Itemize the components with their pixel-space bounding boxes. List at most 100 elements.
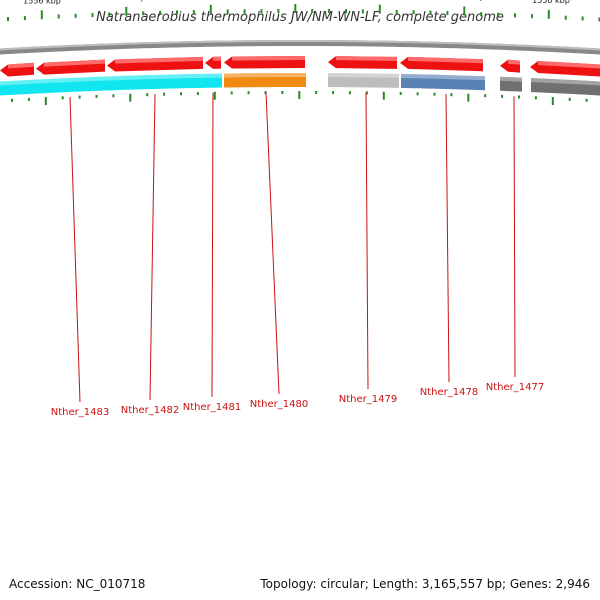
scale-tick (497, 12, 500, 17)
scale-tick (129, 93, 132, 102)
gene-leader-line (149, 93, 156, 401)
feature-bar-highlight (531, 78, 600, 86)
scale-tick (365, 91, 368, 95)
scale-tick (27, 97, 30, 101)
scale-tick (230, 91, 233, 95)
gene-label[interactable]: Nther_1479 (339, 394, 397, 405)
gene-leader-line (265, 92, 280, 395)
scale-tick (44, 97, 47, 106)
scale-tick (429, 10, 432, 15)
scale-tick (112, 94, 115, 98)
scale-tick (298, 91, 301, 99)
gene-leader-line (513, 96, 516, 378)
scale-tick (11, 98, 13, 102)
scale-tick (463, 6, 466, 16)
cds-row (0, 56, 600, 77)
scale-tick (91, 13, 94, 18)
scale-tick (378, 4, 381, 14)
scale-labels: 1556 kbp1555 kbp1554 kbp1553 kbp1552 kbp… (23, 0, 570, 5)
scale-tick (159, 10, 162, 15)
scale-tick (361, 9, 364, 14)
topology-label: Topology: circular; Length: 3,165,557 bp… (260, 577, 590, 591)
scale-tick (399, 92, 402, 95)
feature-bar (500, 76, 522, 92)
scale-tick (412, 10, 415, 15)
backbone-highlight (0, 40, 600, 51)
scale-tick (243, 9, 246, 14)
cds-arrow-highlight (336, 56, 397, 61)
scale-tick (78, 95, 81, 99)
scale-tick (382, 91, 385, 100)
gene-label[interactable]: Nther_1481 (183, 402, 241, 413)
scale-tick (294, 4, 297, 13)
feature-bar (224, 73, 306, 88)
scale-label: 1551 kbp (447, 0, 485, 2)
scale-tick (518, 95, 520, 99)
ticks-top (7, 4, 600, 22)
scale-tick (547, 9, 550, 19)
scale-tick (180, 92, 182, 96)
scale-tick (226, 9, 229, 14)
feature-bar (531, 78, 600, 96)
scale-tick (480, 12, 483, 17)
scale-tick (209, 4, 212, 14)
gene-label[interactable]: Nther_1478 (420, 387, 478, 398)
scale-tick (345, 9, 347, 14)
scale-tick (534, 96, 537, 100)
scale-tick (7, 17, 9, 21)
accession-label: Accession: NC_010718 (9, 577, 146, 591)
scale-label: 1555 kbp (108, 0, 146, 2)
scale-tick (349, 91, 351, 95)
feature-bar (0, 73, 222, 96)
scale-tick (95, 94, 98, 98)
scale-tick (328, 9, 331, 14)
cds-arrow-highlight (8, 62, 34, 69)
scale-tick (484, 94, 487, 98)
map-title: Natranaerobius thermophilus JW/NM-WN-LF,… (96, 10, 504, 25)
feature-bar-highlight (224, 73, 306, 78)
scale-tick (281, 91, 284, 94)
scale-tick (57, 14, 60, 19)
scale-tick (247, 91, 250, 95)
scale-tick (176, 10, 178, 15)
gene-label[interactable]: Nther_1482 (121, 405, 179, 416)
gene-leader-line (211, 92, 214, 398)
scale-label: 1556 kbp (23, 0, 61, 5)
feature-bar (328, 73, 399, 88)
scale-tick (125, 6, 128, 16)
feature-bar-highlight (401, 73, 485, 81)
scale-tick (163, 92, 166, 96)
ticks-bottom (11, 91, 588, 106)
scale-tick (514, 13, 516, 18)
gene-labels: Nther_1483 Nther_1482 Nther_1481 Nther_1480… (51, 92, 544, 418)
cds-arrow-highlight (232, 56, 305, 61)
scale-tick (192, 10, 195, 15)
scale-tick (23, 16, 26, 21)
scale-tick (40, 10, 43, 20)
scale-tick (433, 92, 436, 96)
scale-tick (196, 92, 199, 95)
scale-tick (467, 93, 470, 102)
scale-tick (260, 9, 263, 14)
scale-tick (332, 91, 335, 95)
scale-tick (264, 91, 267, 95)
scale-tick (74, 13, 77, 18)
gene-leader-line (365, 92, 369, 390)
feature-bar (401, 73, 485, 91)
scale-tick (568, 97, 571, 101)
feature-bar-highlight (328, 73, 399, 78)
scale-tick (551, 97, 554, 105)
gene-label[interactable]: Nther_1477 (486, 382, 544, 393)
scale-tick (146, 93, 149, 97)
gene-label[interactable]: Nther_1483 (51, 407, 109, 418)
scale-tick (142, 11, 145, 16)
cds-arrow-highlight (408, 56, 483, 64)
backbone (0, 40, 600, 55)
scale-label: 1550 kbp (532, 0, 570, 5)
gene-label[interactable]: Nther_1480 (250, 399, 308, 410)
feature-bar-highlight (0, 73, 222, 86)
scale-tick (277, 9, 280, 13)
cds-arrow-highlight (538, 61, 600, 69)
scale-tick (564, 15, 567, 20)
